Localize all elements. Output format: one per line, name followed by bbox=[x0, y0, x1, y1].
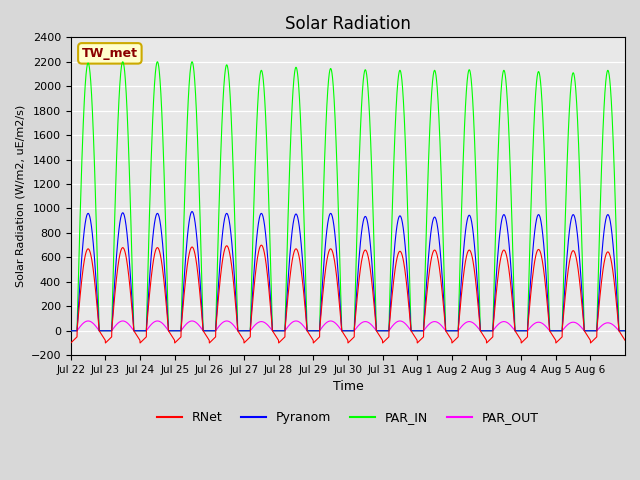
Y-axis label: Solar Radiation (W/m2, uE/m2/s): Solar Radiation (W/m2, uE/m2/s) bbox=[15, 105, 25, 288]
Title: Solar Radiation: Solar Radiation bbox=[285, 15, 411, 33]
X-axis label: Time: Time bbox=[333, 381, 364, 394]
Text: TW_met: TW_met bbox=[82, 47, 138, 60]
Legend: RNet, Pyranom, PAR_IN, PAR_OUT: RNet, Pyranom, PAR_IN, PAR_OUT bbox=[152, 406, 544, 429]
